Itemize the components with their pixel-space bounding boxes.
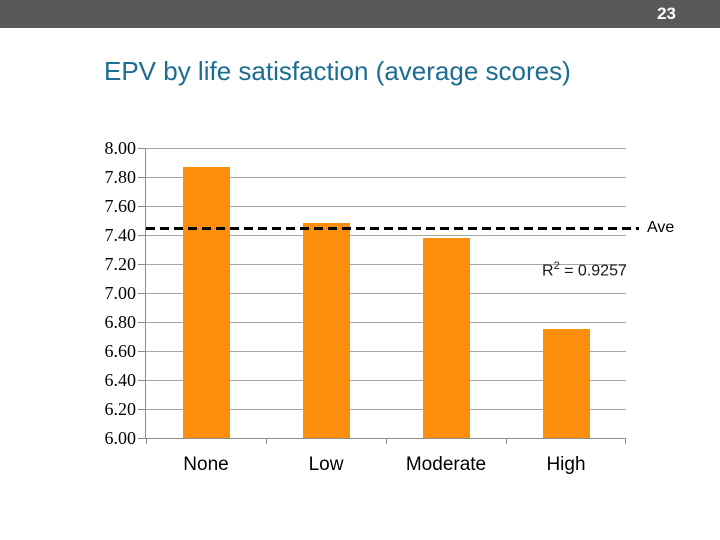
x-axis-label: Low — [308, 454, 344, 475]
x-axis-label: Moderate — [405, 454, 487, 475]
y-axis-tick — [138, 235, 146, 236]
gridline — [146, 409, 626, 410]
y-axis-label: 7.40 — [104, 225, 137, 245]
page-number: 23 — [657, 4, 676, 23]
y-axis-label: 7.60 — [104, 196, 137, 216]
y-axis-tick — [138, 293, 146, 294]
gridline — [146, 206, 626, 207]
x-axis-tick — [386, 438, 387, 444]
gridline — [146, 380, 626, 381]
gridline — [146, 293, 626, 294]
average-line-label: Ave — [647, 218, 675, 236]
y-axis-label: 6.20 — [104, 399, 137, 419]
gridline — [146, 235, 626, 236]
gridline — [146, 148, 626, 149]
r-squared-label: R2 = 0.9257 — [542, 260, 720, 280]
header-bar: 23 — [0, 0, 720, 28]
y-axis-tick — [138, 322, 146, 323]
gridline — [146, 264, 626, 265]
slide-title: EPV by life satisfaction (average scores… — [104, 56, 571, 86]
y-axis-label: 7.20 — [104, 254, 137, 274]
x-axis-tick — [625, 438, 626, 444]
y-axis-label: 6.60 — [104, 341, 137, 361]
r-squared-prefix: R — [542, 262, 554, 280]
y-axis-tick — [138, 177, 146, 178]
y-axis-label: 6.40 — [104, 370, 137, 390]
bar-none — [182, 166, 230, 438]
x-axis-tick — [146, 438, 147, 444]
bar-low — [302, 223, 350, 438]
gridline — [146, 351, 626, 352]
y-axis-tick — [138, 438, 146, 439]
gridline — [146, 322, 626, 323]
plot-area: R2 = 0.9257 8.00 7.80 7.60 7.40 7.20 7.00 6.80… — [105, 139, 675, 475]
y-axis-label: 7.80 — [104, 167, 137, 187]
y-axis-label: 7.00 — [104, 283, 137, 303]
x-axis-tick — [266, 438, 267, 444]
y-axis-tick — [138, 351, 146, 352]
average-reference-line — [146, 226, 639, 230]
y-axis-tick — [138, 380, 146, 381]
x-axis-label: None — [183, 454, 229, 475]
y-axis-tick — [138, 409, 146, 410]
y-axis-label: 6.00 — [104, 428, 137, 448]
bar-high — [542, 329, 590, 438]
gridline — [146, 177, 626, 178]
y-axis-label: 8.00 — [104, 138, 137, 158]
x-axis-tick — [506, 438, 507, 444]
y-axis-tick — [138, 148, 146, 149]
y-axis-tick — [138, 264, 146, 265]
y-axis-label: 6.80 — [104, 312, 137, 332]
r-squared-sup: 2 — [553, 260, 560, 272]
r-squared-value: = 0.9257 — [559, 262, 627, 280]
y-axis-tick — [138, 206, 146, 207]
bar-moderate — [422, 237, 470, 438]
x-axis-label: High — [546, 454, 586, 475]
